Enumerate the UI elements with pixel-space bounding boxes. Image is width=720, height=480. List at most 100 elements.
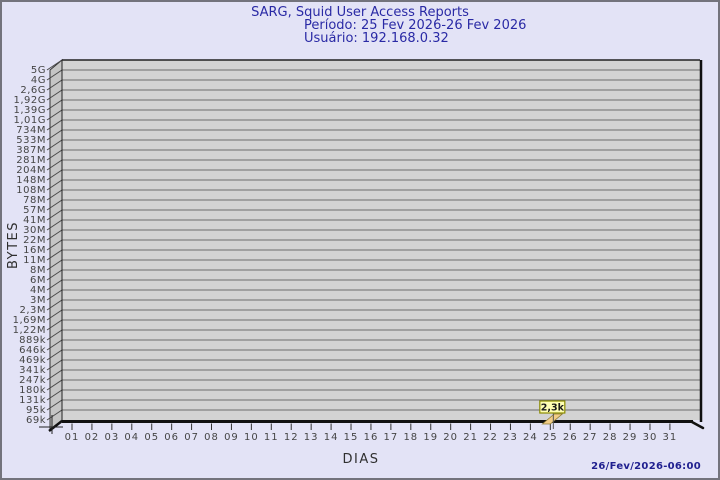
y-tick [46,229,63,241]
report-period: Período: 25 Fev 2026-26 Fev 2026 [304,18,527,33]
y-tick-label: 148M [16,175,46,186]
y-tick [46,69,63,81]
y-tick [46,79,63,91]
y-tick-label: 646k [19,345,46,356]
y-tick [46,119,63,131]
y-tick [46,169,63,181]
x-tick-label: 14 [324,432,339,443]
y-tick [46,59,63,71]
y-tick-label: 341k [19,365,46,376]
y-tick [46,349,63,361]
y-tick [46,399,63,411]
y-tick [46,369,63,381]
y-tick [46,339,63,351]
wall-bottom-edge [48,420,63,432]
x-tick-label: 07 [184,432,199,443]
y-tick-label: 22M [23,235,46,246]
y-tick [46,329,63,341]
y-tick-label: 1,92G [13,95,46,106]
y-tick-label: 41M [23,215,46,226]
x-tick-label: 12 [284,432,299,443]
x-tick-label: 11 [264,432,279,443]
y-tick [46,139,63,151]
x-tick-label: 09 [224,432,239,443]
x-tick-label: 02 [85,432,100,443]
floor-right-corner [690,420,705,430]
y-tick-label: 1,69M [13,315,46,326]
x-tick-label: 16 [364,432,379,443]
report-user: Usuário: 192.168.0.32 [304,31,449,46]
y-tick-label: 889k [19,335,46,346]
x-tick-label: 29 [623,432,638,443]
y-tick [46,179,63,191]
y-tick [46,99,63,111]
report-timestamp: 26/Fev/2026-06:00 [591,461,701,472]
y-tick [46,209,63,221]
y-tick [46,249,63,261]
x-tick-label: 20 [443,432,458,443]
y-tick-label: 30M [23,225,46,236]
report-title: SARG, Squid User Access Reports [251,5,469,20]
y-tick-label: 16M [23,245,46,256]
value-flag-label: 2,3k [541,403,565,414]
x-axis-title: DIAS [343,452,380,467]
y-tick [46,109,63,121]
x-tick-label: 03 [104,432,119,443]
y-tick [46,269,63,281]
y-tick-label: 131k [19,395,46,406]
y-tick-label: 11M [23,255,46,266]
x-tick-label: 21 [463,432,478,443]
x-tick-label: 23 [503,432,518,443]
y-tick [46,299,63,311]
y-tick-label: 78M [23,195,46,206]
y-tick [46,259,63,271]
y-tick [46,89,63,101]
data-bar [541,413,564,425]
y-tick-label: 69k [26,415,46,426]
y-axis-title: BYTES [6,221,21,269]
y-tick [46,219,63,231]
y-tick [46,389,63,401]
x-tick-label: 10 [244,432,259,443]
y-tick-label: 387M [16,145,46,156]
y-tick [46,309,63,321]
y-tick-label: 533M [16,135,46,146]
x-tick-label: 19 [423,432,438,443]
y-tick-label: 734M [16,125,46,136]
y-tick-label: 57M [23,205,46,216]
y-tick [46,379,63,391]
y-tick [46,149,63,161]
y-tick-label: 2,3M [19,305,46,316]
y-tick-label: 108M [16,185,46,196]
x-tick-label: 05 [144,432,159,443]
y-tick-label: 180k [19,385,46,396]
y-tick-label: 4G [31,75,46,86]
x-tick-label: 06 [164,432,179,443]
x-tick-label: 25 [543,432,558,443]
y-tick-label: 6M [30,275,46,286]
x-tick-label: 18 [403,432,418,443]
x-tick-label: 27 [583,432,598,443]
y-tick [46,319,63,331]
x-tick-label: 31 [663,432,678,443]
x-tick-label: 15 [344,432,359,443]
y-tick-label: 8M [30,265,46,276]
y-tick-label: 1,39G [13,105,46,116]
y-tick [46,279,63,291]
y-tick-label: 95k [26,405,46,416]
y-tick-label: 3M [30,295,46,306]
y-tick-label: 281M [16,155,46,166]
x-tick-label: 28 [603,432,618,443]
y-tick-label: 2,6G [20,85,46,96]
y-tick [46,289,63,301]
value-flag [539,400,566,414]
x-tick-label: 04 [124,432,139,443]
y-tick-label: 247k [19,375,46,386]
y-tick [46,239,63,251]
y-tick [46,189,63,201]
x-tick-label: 01 [65,432,80,443]
x-tick-label: 08 [204,432,219,443]
x-tick-label: 26 [563,432,578,443]
